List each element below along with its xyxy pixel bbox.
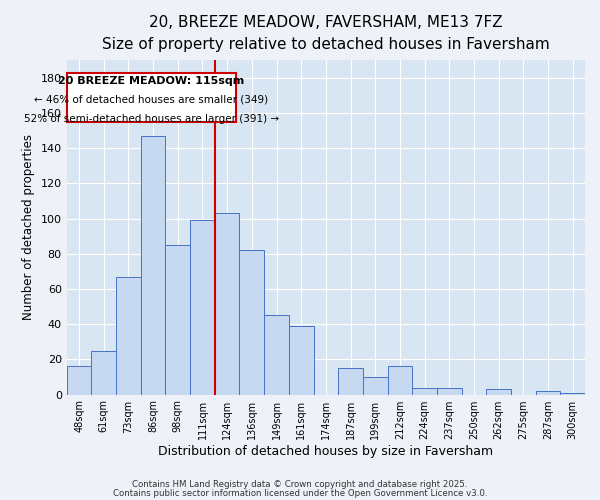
Bar — [560, 393, 585, 394]
Bar — [239, 250, 264, 394]
Bar — [437, 388, 461, 394]
Text: ← 46% of detached houses are smaller (349): ← 46% of detached houses are smaller (34… — [34, 94, 268, 104]
X-axis label: Distribution of detached houses by size in Faversham: Distribution of detached houses by size … — [158, 444, 493, 458]
Bar — [388, 366, 412, 394]
Bar — [67, 72, 236, 122]
Bar — [67, 366, 91, 394]
Bar — [141, 136, 166, 394]
Bar — [363, 377, 388, 394]
Text: 20 BREEZE MEADOW: 115sqm: 20 BREEZE MEADOW: 115sqm — [58, 76, 244, 86]
Bar — [289, 326, 314, 394]
Bar — [166, 245, 190, 394]
Bar — [338, 368, 363, 394]
Bar — [190, 220, 215, 394]
Bar — [91, 350, 116, 395]
Text: Contains public sector information licensed under the Open Government Licence v3: Contains public sector information licen… — [113, 488, 487, 498]
Bar — [412, 388, 437, 394]
Bar — [264, 316, 289, 394]
Bar — [116, 276, 141, 394]
Bar — [215, 214, 239, 394]
Title: 20, BREEZE MEADOW, FAVERSHAM, ME13 7FZ
Size of property relative to detached hou: 20, BREEZE MEADOW, FAVERSHAM, ME13 7FZ S… — [102, 15, 550, 52]
Text: Contains HM Land Registry data © Crown copyright and database right 2025.: Contains HM Land Registry data © Crown c… — [132, 480, 468, 489]
Text: 52% of semi-detached houses are larger (391) →: 52% of semi-detached houses are larger (… — [23, 114, 279, 124]
Bar — [536, 391, 560, 394]
Y-axis label: Number of detached properties: Number of detached properties — [22, 134, 35, 320]
Bar — [486, 390, 511, 394]
